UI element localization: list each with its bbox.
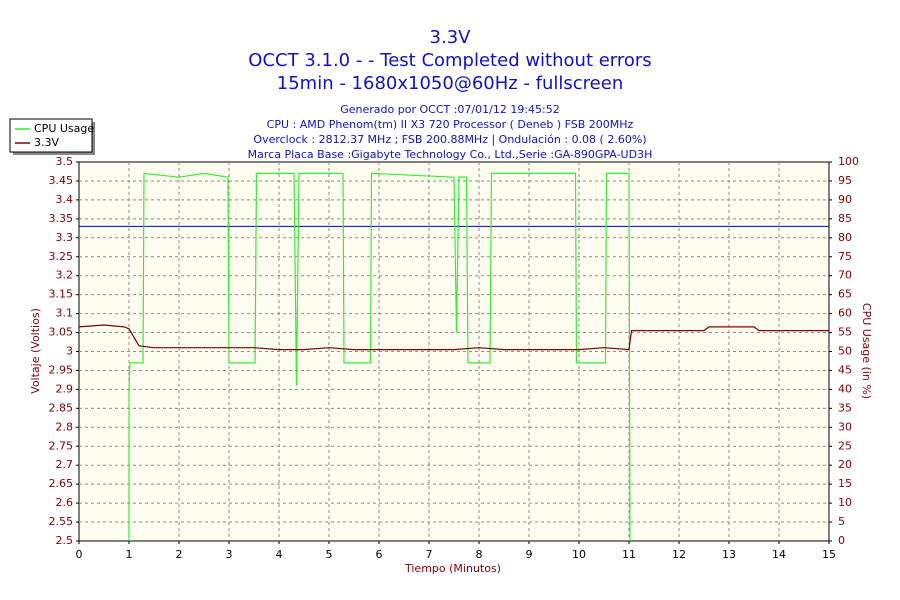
y-axis-label: Voltaje (Voltios): [29, 308, 42, 394]
x-tick-label: 4: [276, 548, 283, 561]
y2-tick-label: 30: [838, 420, 852, 433]
y2-tick-label: 15: [838, 477, 852, 490]
y2-tick-label: 95: [838, 174, 852, 187]
x-tick-label: 0: [76, 548, 83, 561]
y-tick-label: 3.1: [56, 307, 74, 320]
y-tick-label: 3.35: [49, 212, 74, 225]
x-tick-label: 6: [376, 548, 383, 561]
y2-tick-label: 55: [838, 326, 852, 339]
x-tick-label: 3: [226, 548, 233, 561]
x-tick-label: 7: [426, 548, 433, 561]
y2-tick-label: 50: [838, 345, 852, 358]
y-tick-label: 2.8: [56, 420, 74, 433]
y-tick-label: 3.3: [56, 231, 74, 244]
y2-tick-label: 25: [838, 439, 852, 452]
y2-tick-label: 40: [838, 382, 852, 395]
x-tick-label: 1: [126, 548, 133, 561]
x-tick-label: 12: [672, 548, 686, 561]
y-tick-label: 2.55: [49, 515, 74, 528]
y-tick-label: 2.95: [49, 363, 74, 376]
chart-title: 3.3V: [430, 27, 472, 48]
x-axis-label: Tiempo (Minutos): [404, 562, 501, 575]
x-tick-label: 2: [176, 548, 183, 561]
y2-tick-label: 100: [838, 155, 859, 168]
y-tick-label: 3: [66, 345, 73, 358]
title-line: 15min - 1680x1050@60Hz - fullscreen: [277, 73, 623, 94]
y2-tick-label: 20: [838, 458, 852, 471]
y2-tick-label: 75: [838, 250, 852, 263]
x-tick-label: 13: [722, 548, 736, 561]
y-tick-label: 2.65: [49, 477, 74, 490]
y-tick-label: 3.15: [49, 288, 74, 301]
y-tick-label: 3.5: [56, 155, 74, 168]
y-tick-label: 2.7: [56, 458, 74, 471]
x-tick-label: 11: [622, 548, 636, 561]
y2-tick-label: 70: [838, 269, 852, 282]
y2-tick-label: 10: [838, 496, 852, 509]
y2-tick-label: 45: [838, 363, 852, 376]
x-tick-label: 5: [326, 548, 333, 561]
y2-tick-label: 80: [838, 231, 852, 244]
legend-label: 3.3V: [34, 136, 59, 149]
x-tick-label: 8: [476, 548, 483, 561]
x-tick-label: 10: [572, 548, 586, 561]
subtitle-line: Marca Placa Base :Gigabyte Technology Co…: [248, 148, 653, 161]
y-tick-label: 3.05: [49, 326, 74, 339]
x-tick-label: 9: [526, 548, 533, 561]
y-tick-label: 2.75: [49, 439, 74, 452]
y2-axis-label: CPU Usage (in %): [860, 303, 873, 399]
subtitle-line: Overclock : 2812.37 MHz ; FSB 200.88MHz …: [253, 133, 646, 146]
subtitle-line: CPU : AMD Phenom(tm) II X3 720 Processor…: [267, 118, 634, 131]
x-tick-label: 14: [772, 548, 786, 561]
y-tick-label: 3.4: [56, 193, 74, 206]
y2-tick-label: 85: [838, 212, 852, 225]
y-tick-label: 3.25: [49, 250, 74, 263]
y-tick-label: 2.9: [56, 382, 74, 395]
y2-tick-label: 90: [838, 193, 852, 206]
y-tick-label: 3.45: [49, 174, 74, 187]
y-tick-label: 2.5: [56, 534, 74, 547]
y2-tick-label: 0: [838, 534, 845, 547]
y2-tick-label: 60: [838, 307, 852, 320]
series-line: [78, 324, 829, 351]
y-tick-label: 3.2: [56, 269, 74, 282]
legend-box: [9, 118, 93, 153]
y2-tick-label: 65: [838, 288, 852, 301]
title-line: OCCT 3.1.0 - - Test Completed without er…: [248, 50, 651, 71]
y-tick-label: 2.85: [49, 401, 74, 414]
y2-tick-label: 35: [838, 401, 852, 414]
series-line: [128, 172, 631, 542]
x-tick-label: 15: [822, 548, 836, 561]
y2-tick-label: 5: [838, 515, 845, 528]
y-tick-label: 2.6: [56, 496, 74, 509]
legend-label: CPU Usage: [34, 122, 94, 135]
subtitle-line: Generado por OCCT :07/01/12 19:45:52: [340, 103, 559, 116]
